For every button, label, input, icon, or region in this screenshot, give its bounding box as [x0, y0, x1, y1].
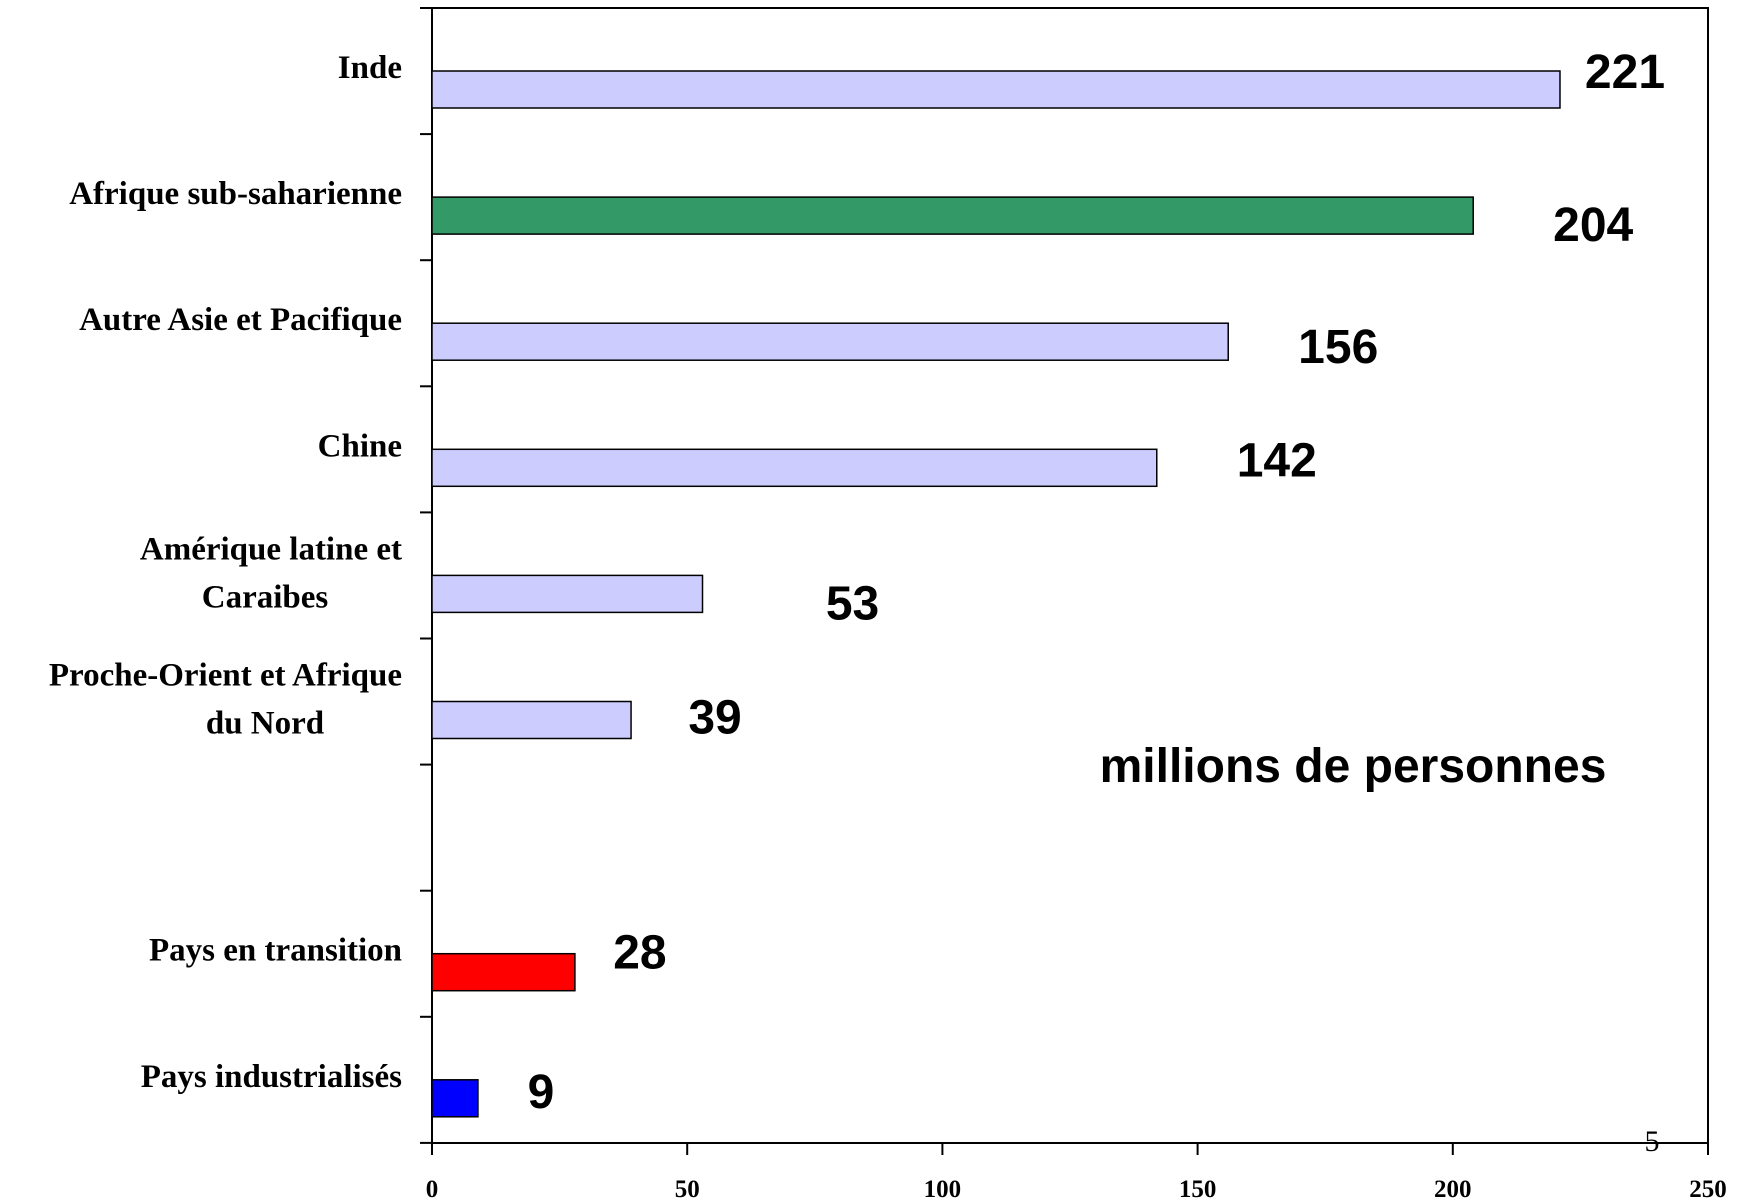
- category-label: Inde: [338, 50, 402, 86]
- bar: [431, 1079, 479, 1118]
- category-label: Chine: [318, 428, 402, 464]
- category-label: Autre Asie et Pacifique: [79, 302, 402, 338]
- bar: [431, 700, 632, 740]
- x-tick-label: 0: [426, 1176, 439, 1200]
- x-tick-label: 150: [1179, 1176, 1217, 1200]
- category-label: Caraibes: [202, 579, 329, 615]
- value-label: 142: [1237, 434, 1317, 487]
- category-label: du Nord: [206, 706, 324, 742]
- category-label: Afrique sub-saharienne: [69, 176, 402, 212]
- value-label: 53: [826, 577, 879, 630]
- x-tick-label: 100: [924, 1176, 962, 1200]
- bar: [431, 448, 1158, 488]
- category-label: Proche-Orient et Afrique: [49, 658, 402, 694]
- category-label: Pays en transition: [149, 933, 402, 969]
- bar: [431, 574, 704, 614]
- value-label: 9: [528, 1066, 555, 1119]
- value-label: 156: [1298, 321, 1378, 374]
- page-number: 5: [1645, 1125, 1660, 1158]
- bar: [431, 70, 1561, 109]
- x-tick-label: 250: [1689, 1176, 1727, 1200]
- x-tick-label: 200: [1434, 1176, 1472, 1200]
- category-label: Amérique latine et: [140, 531, 402, 567]
- bar: [431, 196, 1474, 235]
- unit-label: millions de personnes: [1100, 740, 1607, 793]
- x-tick-label: 50: [675, 1176, 700, 1200]
- bar: [431, 322, 1229, 361]
- value-label: 204: [1553, 199, 1633, 252]
- value-label: 28: [613, 927, 666, 980]
- x-axis: 0 50 100 150 200 250: [426, 1143, 1727, 1200]
- bars-group: [431, 70, 1561, 1118]
- bar: [431, 952, 576, 992]
- value-labels-group: 221 204 156 142 53 39 28 9: [528, 46, 1665, 1119]
- category-labels-group: Inde Afrique sub-saharienne Autre Asie et …: [49, 50, 402, 1095]
- value-label: 39: [688, 692, 741, 745]
- value-label: 221: [1585, 46, 1665, 99]
- category-label: Pays industrialisés: [141, 1059, 402, 1095]
